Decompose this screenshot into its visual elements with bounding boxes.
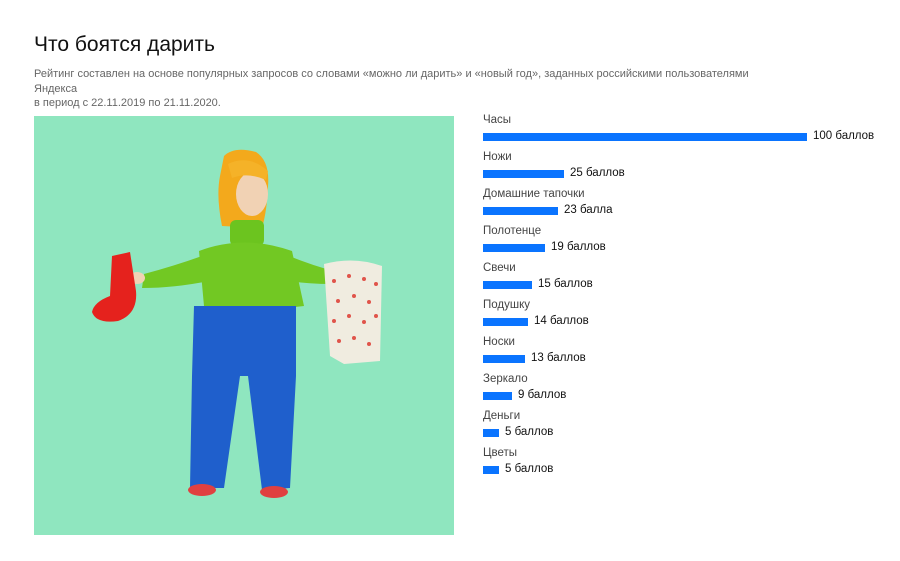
category-label: Свечи <box>483 262 516 274</box>
bar <box>483 355 525 363</box>
subtitle-line-1: Рейтинг составлен на основе популярных з… <box>34 68 749 95</box>
category-label: Деньги <box>483 410 521 422</box>
bar <box>483 133 807 141</box>
chart-row: Подушку 14 баллов <box>483 299 883 329</box>
chart-row: Ножи 25 баллов <box>483 151 883 181</box>
bar <box>483 318 528 326</box>
value-label: 9 баллов <box>518 389 567 401</box>
chart-row: Деньги 5 баллов <box>483 410 883 440</box>
chart-row: Часы 100 баллов <box>483 114 883 144</box>
chart-row: Зеркало 9 баллов <box>483 373 883 403</box>
value-label: 100 баллов <box>813 130 875 142</box>
chart-row: Свечи 15 баллов <box>483 262 883 292</box>
value-label: 5 баллов <box>505 426 554 438</box>
bar <box>483 207 558 215</box>
page-title: Что боятся дарить <box>34 33 215 56</box>
category-label: Полотенце <box>483 225 542 237</box>
woman-figure-image <box>92 149 382 498</box>
category-label: Носки <box>483 336 515 348</box>
chart-row: Цветы 5 баллов <box>483 447 883 477</box>
illustration-woman-with-gifts <box>34 116 454 535</box>
chart-row: Домашние тапочки 23 балла <box>483 188 883 218</box>
category-label: Зеркало <box>483 373 528 385</box>
page-subtitle: Рейтинг составлен на основе популярных з… <box>34 67 754 111</box>
category-label: Часы <box>483 114 512 126</box>
category-label: Ножи <box>483 151 512 163</box>
value-label: 25 баллов <box>570 167 625 179</box>
category-label: Подушку <box>483 299 531 311</box>
value-label: 5 баллов <box>505 463 554 475</box>
category-label: Цветы <box>483 447 518 459</box>
value-label: 14 баллов <box>534 315 589 327</box>
bar <box>483 429 499 437</box>
value-label: 19 баллов <box>551 241 606 253</box>
bar <box>483 281 532 289</box>
value-label: 23 балла <box>564 204 613 216</box>
bar <box>483 170 564 178</box>
bar <box>483 466 499 474</box>
chart-row: Полотенце 19 баллов <box>483 225 883 255</box>
chart-row: Носки 13 баллов <box>483 336 883 366</box>
category-label: Домашние тапочки <box>483 188 585 200</box>
bar <box>483 244 545 252</box>
bar <box>483 392 512 400</box>
subtitle-line-2: в период с 22.11.2019 по 21.11.2020. <box>34 97 221 109</box>
value-label: 15 баллов <box>538 278 593 290</box>
horizontal-bar-chart: Часы 100 баллов Ножи 25 баллов Домашние тапо… <box>483 114 883 484</box>
value-label: 13 баллов <box>531 352 586 364</box>
